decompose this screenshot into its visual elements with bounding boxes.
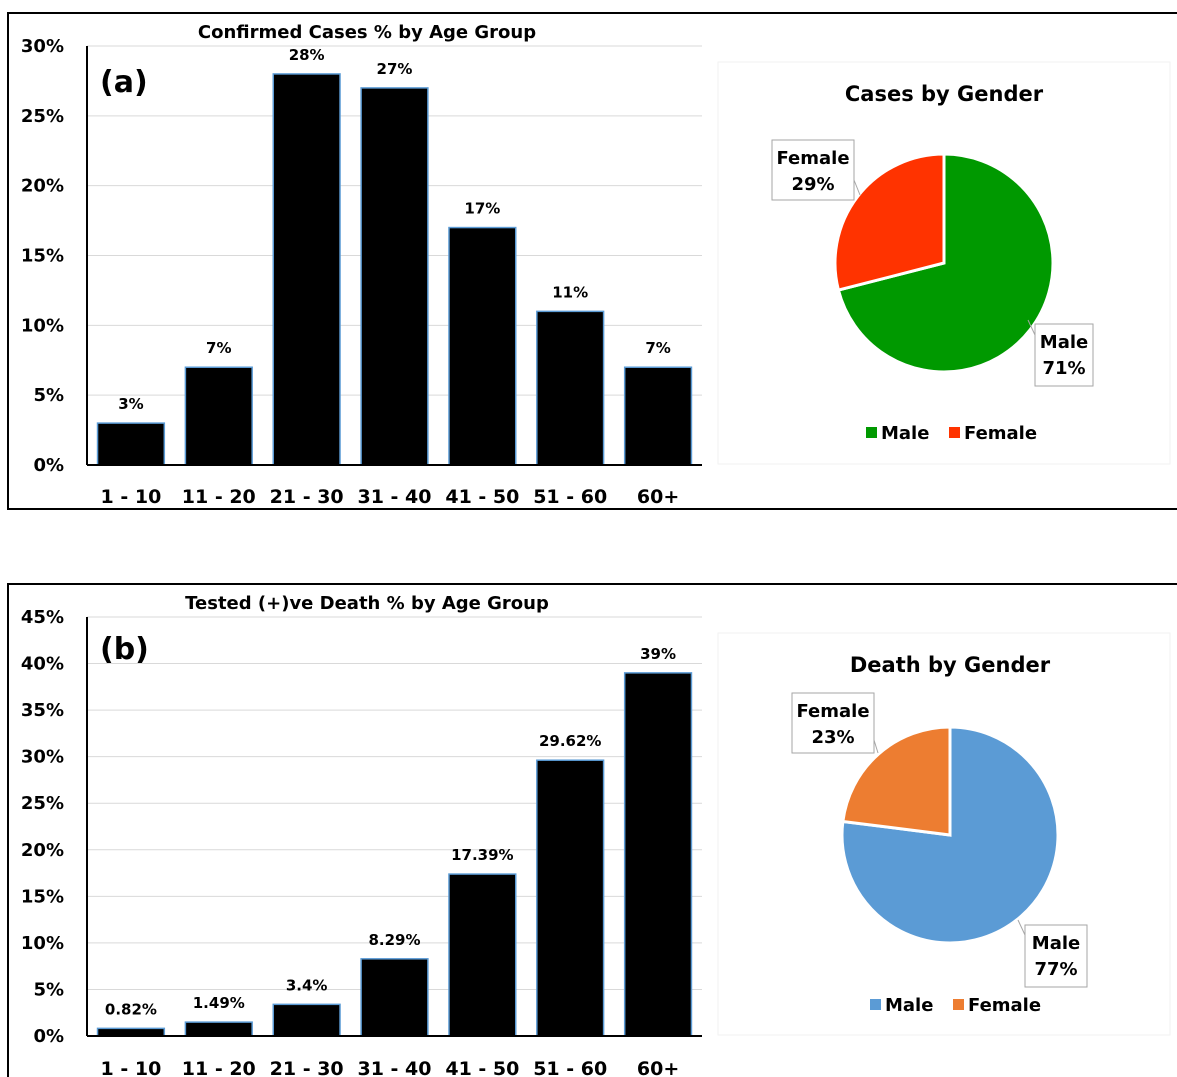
y-tick-label: 35% [21,700,64,721]
x-tick-label: 41 - 50 [445,1058,519,1077]
panel-a-charts: 0% 5% 10% 15% 20% 25% 30% 3% 1 - 10 7% 11 - 20 28% 2… [21,22,1171,508]
legend-swatch [870,999,881,1010]
panel-a-frame [7,12,1177,510]
data-label: 11% [552,283,588,301]
data-label: 8.29% [368,931,420,949]
y-tick-label: 30% [21,36,64,57]
x-tick-label: 1 - 10 [101,1058,162,1077]
x-tick-label: 11 - 20 [182,486,256,508]
x-tick-label: 41 - 50 [445,486,519,508]
data-label-value: 23% [811,727,854,748]
bar [184,366,253,466]
leader-line [853,179,861,196]
x-tick-label: 51 - 60 [533,486,607,508]
data-label-category: Female [776,148,849,169]
x-tick-label: 31 - 40 [358,486,432,508]
pie-chart-title: Cases by Gender [845,82,1044,106]
legend-swatch [866,427,877,438]
y-tick-label: 15% [21,886,64,907]
legend-label: Male [881,423,929,444]
data-label-value: 77% [1034,959,1077,980]
legend-label: Female [968,995,1041,1016]
panel-b-frame [7,583,1177,1077]
bar [272,1003,341,1037]
panel-b-charts: 0% 5% 10% 15% 20% 25% 30% 35% 40% 45% 0.82% 1 - 10 1… [21,593,1171,1077]
data-label: 27% [377,60,413,78]
x-tick-label: 31 - 40 [358,1058,432,1077]
data-label: 7% [206,339,231,357]
data-label: 39% [640,645,676,663]
data-label-box [1024,924,1088,988]
data-label-box [771,139,855,201]
x-tick-label: 60+ [637,1058,679,1077]
panel-label: (a) [100,65,148,100]
x-tick-label: 51 - 60 [533,1058,607,1077]
legend-swatch [949,427,960,438]
y-tick-label: 20% [21,840,64,861]
bar [448,226,517,466]
bar [360,87,429,466]
pie-chart-area [717,61,1171,465]
legend-label: Male [885,995,933,1016]
bar [184,1021,253,1037]
bar [448,873,517,1037]
bar-chart-title: Confirmed Cases % by Age Group [198,22,536,43]
x-tick-label: 1 - 10 [101,486,162,508]
bar [623,366,693,466]
pie-slice-female [833,152,946,292]
bar [96,422,166,466]
data-label: 17% [464,200,500,218]
legend-swatch [953,999,964,1010]
bar [623,672,693,1037]
panel-a: 0% 5% 10% 15% 20% 25% 30% 3% 1 - 10 7% 11 - 20 28% 2… [7,12,1177,510]
data-label: 29.62% [539,732,601,750]
bar [360,958,429,1037]
leader-line [873,739,879,754]
bar [536,759,605,1037]
y-tick-label: 5% [33,979,64,1000]
data-label-box [791,692,875,754]
panel-b: 0% 5% 10% 15% 20% 25% 30% 35% 40% 45% 0.82% 1 - 10 1… [0,575,1177,1077]
bar-chart-title: Tested (+)ve Death % by Age Group [185,593,549,614]
legend-label: Female [964,423,1037,444]
data-label: 0.82% [105,1000,157,1018]
data-label: 3% [118,395,143,413]
data-label: 3.4% [286,976,328,994]
bar [96,1027,166,1037]
pie-slice-female [841,725,952,837]
data-label: 28% [289,46,325,64]
data-label-category: Female [796,701,869,722]
data-label: 17.39% [451,846,513,864]
pie-slice-male [836,152,1055,374]
panel-label: (b) [100,632,149,667]
leader-line [1017,919,1026,936]
data-label: 7% [645,339,670,357]
leader-line [1027,319,1036,336]
x-tick-label: 11 - 20 [182,1058,256,1077]
y-tick-label: 10% [21,933,64,954]
bar [536,310,605,466]
data-label-category: Male [1040,332,1088,353]
y-tick-label: 30% [21,747,64,768]
data-label: 1.49% [193,994,245,1012]
y-tick-label: 0% [33,1026,64,1047]
data-label-value: 71% [1042,358,1085,379]
y-tick-label: 40% [21,654,64,675]
data-label-value: 29% [791,174,834,195]
y-tick-label: 25% [21,793,64,814]
bar [272,73,341,466]
y-tick-label: 15% [21,246,64,267]
x-tick-label: 21 - 30 [270,1058,344,1077]
pie-chart-title: Death by Gender [850,653,1051,677]
x-tick-label: 60+ [637,486,679,508]
data-label-category: Male [1032,933,1080,954]
y-tick-label: 45% [21,607,64,628]
y-tick-label: 25% [21,106,64,127]
x-tick-label: 21 - 30 [270,486,344,508]
y-tick-label: 0% [33,455,64,476]
y-tick-label: 10% [21,315,64,336]
y-tick-label: 5% [33,385,64,406]
y-tick-label: 20% [21,176,64,197]
data-label-box [1034,323,1094,387]
